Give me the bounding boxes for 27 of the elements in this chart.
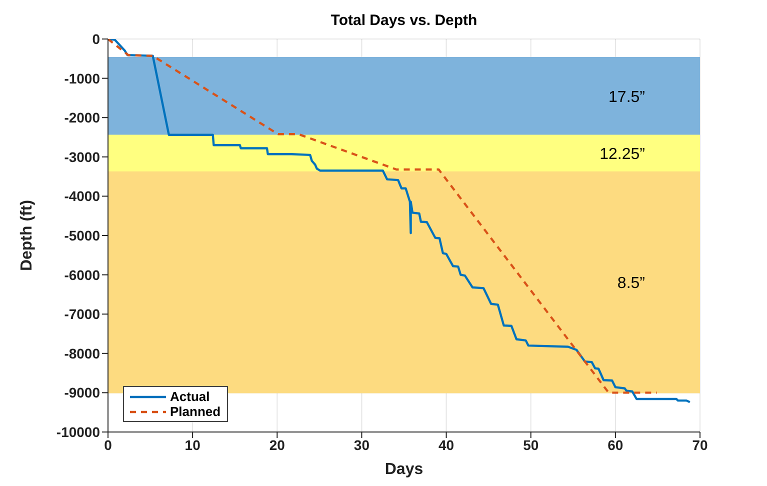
y-tick-label: -2000	[64, 110, 100, 126]
y-tick-label: 0	[92, 30, 100, 47]
x-tick-label: 0	[104, 436, 112, 453]
y-tick-label: -1000	[64, 70, 100, 86]
y-axis-title: Depth (ft)	[18, 200, 36, 272]
y-tick-label: -9000	[64, 384, 100, 401]
legend-label: Actual	[170, 389, 210, 404]
x-tick-label: 60	[608, 436, 624, 453]
x-axis-title: Days	[384, 461, 424, 478]
x-tick-label: 30	[354, 436, 370, 453]
y-tick-label: -6000	[64, 266, 100, 283]
x-tick-label: 20	[269, 436, 286, 453]
y-tick-label: -3000	[64, 148, 100, 165]
y-tick-label: -7000	[64, 306, 100, 322]
x-tick-label: 70	[692, 436, 708, 453]
y-tick-label: -10000	[56, 424, 100, 440]
x-tick-label: 10	[184, 436, 201, 453]
band-label: 12.25”	[600, 146, 645, 164]
chart-title: Total Days vs. Depth	[330, 12, 478, 29]
legend-label: Planned	[170, 404, 221, 419]
y-tick-label: -4000	[64, 188, 100, 204]
y-tick-label: -8000	[64, 345, 100, 362]
x-tick-label: 50	[523, 436, 539, 453]
y-tick-label: -5000	[64, 227, 100, 244]
band-label: 17.5”	[608, 89, 645, 106]
band-label: 8.5”	[617, 274, 645, 292]
x-tick-label: 40	[438, 436, 454, 453]
